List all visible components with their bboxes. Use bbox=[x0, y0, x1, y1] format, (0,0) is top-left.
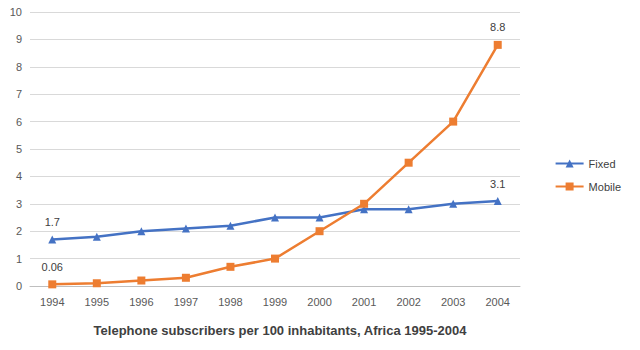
svg-text:2: 2 bbox=[16, 225, 22, 237]
svg-text:2004: 2004 bbox=[485, 296, 509, 308]
svg-text:1.7: 1.7 bbox=[45, 216, 60, 228]
svg-text:1996: 1996 bbox=[129, 296, 153, 308]
svg-text:Mobile: Mobile bbox=[589, 181, 621, 193]
svg-text:5: 5 bbox=[16, 143, 22, 155]
svg-text:Fixed: Fixed bbox=[589, 158, 616, 170]
svg-text:2000: 2000 bbox=[307, 296, 331, 308]
svg-text:1995: 1995 bbox=[85, 296, 109, 308]
svg-text:7: 7 bbox=[16, 88, 22, 100]
svg-text:2002: 2002 bbox=[396, 296, 420, 308]
svg-text:8: 8 bbox=[16, 61, 22, 73]
svg-text:3.1: 3.1 bbox=[490, 178, 505, 190]
svg-text:3: 3 bbox=[16, 198, 22, 210]
svg-text:0: 0 bbox=[16, 280, 22, 292]
svg-text:6: 6 bbox=[16, 116, 22, 128]
svg-text:1999: 1999 bbox=[263, 296, 287, 308]
svg-text:9: 9 bbox=[16, 33, 22, 45]
svg-text:10: 10 bbox=[10, 6, 22, 18]
svg-text:2001: 2001 bbox=[352, 296, 376, 308]
svg-text:0.06: 0.06 bbox=[42, 261, 63, 273]
svg-text:8.8: 8.8 bbox=[490, 21, 505, 33]
svg-text:1994: 1994 bbox=[40, 296, 64, 308]
svg-text:1: 1 bbox=[16, 253, 22, 265]
svg-text:1998: 1998 bbox=[218, 296, 242, 308]
svg-text:2003: 2003 bbox=[441, 296, 465, 308]
svg-text:4: 4 bbox=[16, 170, 22, 182]
svg-text:Telephone subscribers per 100: Telephone subscribers per 100 inhabitant… bbox=[94, 323, 468, 338]
svg-text:1997: 1997 bbox=[174, 296, 198, 308]
